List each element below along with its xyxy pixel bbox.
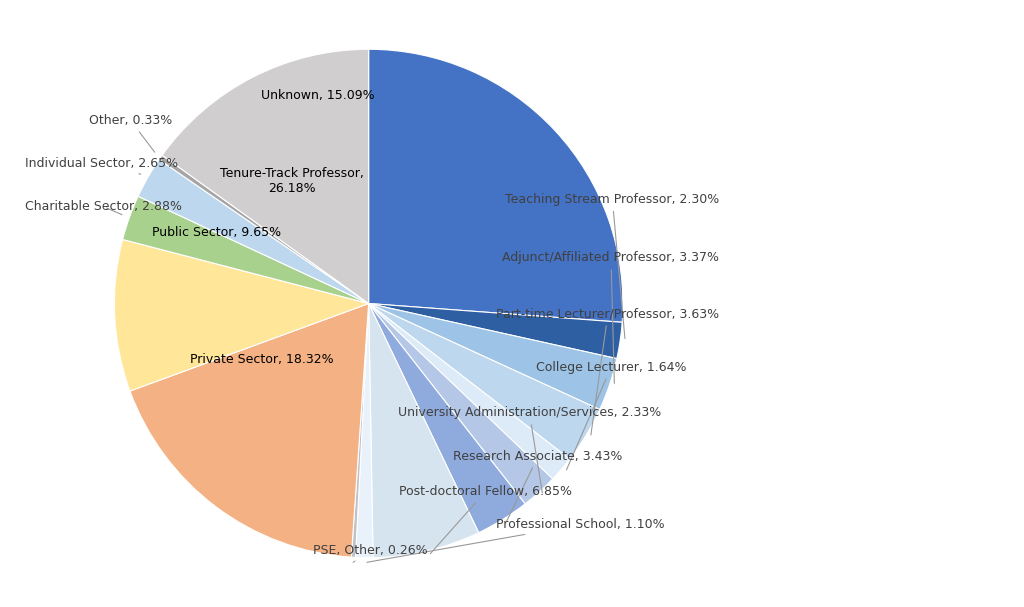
- Wedge shape: [369, 304, 569, 479]
- Wedge shape: [369, 304, 478, 558]
- Text: Professional School, 1.10%: Professional School, 1.10%: [367, 518, 665, 562]
- Text: Unknown, 15.09%: Unknown, 15.09%: [261, 89, 375, 101]
- Text: Teaching Stream Professor, 2.30%: Teaching Stream Professor, 2.30%: [505, 193, 720, 339]
- Text: Research Associate, 3.43%: Research Associate, 3.43%: [454, 450, 623, 521]
- Wedge shape: [123, 196, 369, 304]
- Text: Part-time Lecturer/Professor, 3.63%: Part-time Lecturer/Professor, 3.63%: [497, 307, 720, 435]
- Wedge shape: [355, 304, 373, 558]
- Wedge shape: [130, 304, 369, 557]
- Text: Adjunct/Affiliated Professor, 3.37%: Adjunct/Affiliated Professor, 3.37%: [503, 251, 720, 384]
- Wedge shape: [369, 304, 525, 533]
- Wedge shape: [115, 240, 369, 391]
- Text: Charitable Sector, 2.88%: Charitable Sector, 2.88%: [26, 200, 182, 215]
- Wedge shape: [369, 304, 623, 359]
- Text: College Lecturer, 1.64%: College Lecturer, 1.64%: [536, 361, 686, 470]
- Text: Other, 0.33%: Other, 0.33%: [89, 114, 172, 152]
- Text: Tenure-Track Professor,
26.18%: Tenure-Track Professor, 26.18%: [220, 168, 365, 195]
- Text: Public Sector, 9.65%: Public Sector, 9.65%: [152, 226, 281, 239]
- Wedge shape: [162, 49, 369, 304]
- Wedge shape: [351, 304, 369, 557]
- Text: University Administration/Services, 2.33%: University Administration/Services, 2.33…: [397, 406, 662, 493]
- Text: Post-doctoral Fellow, 6.85%: Post-doctoral Fellow, 6.85%: [399, 485, 572, 554]
- Wedge shape: [159, 155, 369, 304]
- Wedge shape: [369, 49, 623, 322]
- Wedge shape: [369, 304, 616, 410]
- Text: Individual Sector, 2.65%: Individual Sector, 2.65%: [26, 157, 178, 174]
- Wedge shape: [369, 304, 600, 459]
- Wedge shape: [369, 304, 553, 504]
- Text: PSE, Other, 0.26%: PSE, Other, 0.26%: [312, 544, 427, 562]
- Wedge shape: [138, 160, 369, 304]
- Text: Private Sector, 18.32%: Private Sector, 18.32%: [190, 353, 334, 366]
